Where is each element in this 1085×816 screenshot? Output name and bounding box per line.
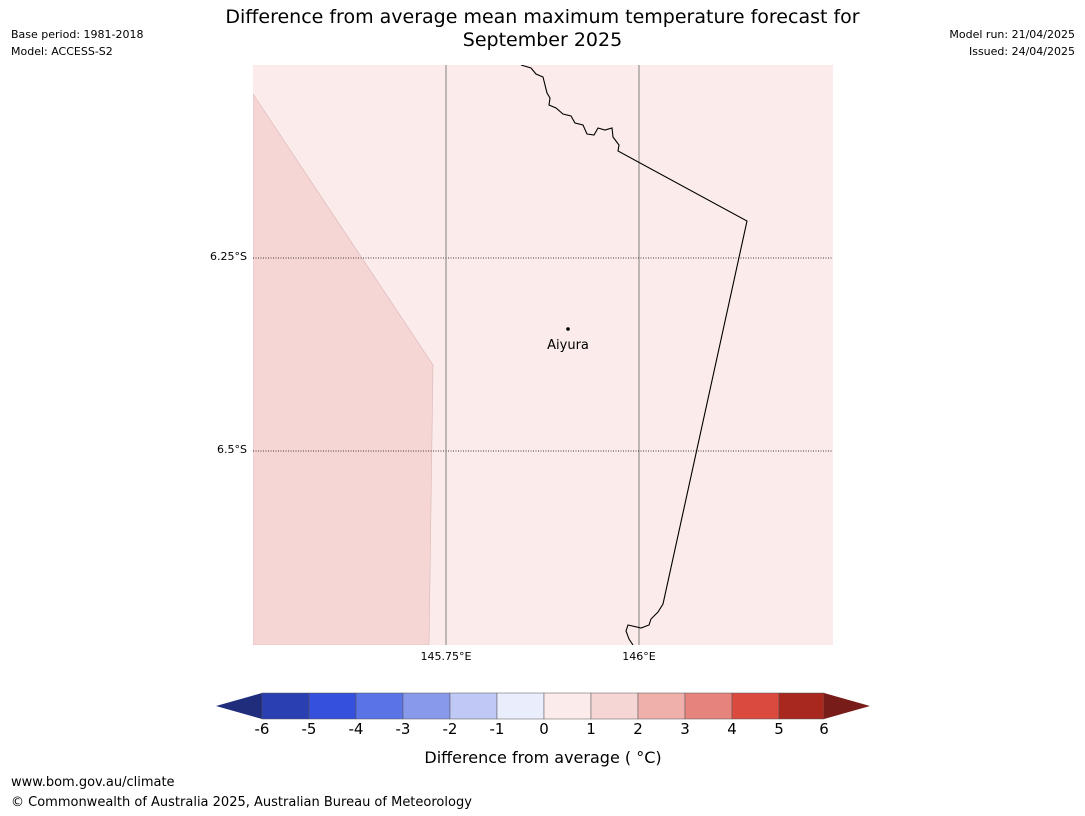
colorbar-tick-label: -1 [489,720,505,738]
model-name: Model: ACCESS-S2 [11,45,113,58]
colorbar-tick-label: 5 [774,720,784,738]
colorbar-segment [402,692,451,720]
aiyura-marker [566,327,570,331]
forecast-map: Aiyura [253,65,833,645]
colorbar-tick-label: 3 [680,720,690,738]
colorbar-segment [637,692,686,720]
colorbar-segment [449,692,498,720]
colorbar-segment [543,692,592,720]
colorbar-segment [355,692,404,720]
colorbar-segment [590,692,639,720]
footer-copyright: © Commonwealth of Australia 2025, Austra… [11,795,472,810]
model-run: Model run: 21/04/2025 [949,28,1075,41]
map-title-line1: Difference from average mean maximum tem… [225,6,860,28]
latitude-label-6-25: 6.25°S [210,250,247,263]
colorbar-extend-low [216,693,262,719]
latitude-label-6-5: 6.5°S [217,443,247,456]
anomaly-region-warmer [253,93,434,645]
province-boundary [520,65,748,645]
issued-date: Issued: 24/04/2025 [968,45,1075,58]
place-label-aiyura: Aiyura [547,338,589,353]
colorbar-tick-label: 0 [539,720,549,738]
colorbar-segment [731,692,780,720]
colorbar [216,692,870,720]
colorbar-tick-label: 2 [633,720,643,738]
colorbar-tick-label: -3 [395,720,411,738]
colorbar-tick-label: 1 [586,720,596,738]
map-title-line2: September 2025 [462,29,623,51]
colorbar-extend-high [824,693,870,719]
metadata-right: Model run: 21/04/2025 Issued: 24/04/2025 [949,26,1075,60]
colorbar-segment [308,692,357,720]
colorbar-tick-label: -6 [254,720,270,738]
colorbar-tick-label: -2 [442,720,458,738]
colorbar-segment [261,692,310,720]
colorbar-tick-label: 4 [727,720,737,738]
colorbar-segment [496,692,545,720]
base-period: Base period: 1981-2018 [11,28,144,41]
footer-url: www.bom.gov.au/climate [11,775,175,790]
map-title: Difference from average mean maximum tem… [150,6,935,52]
metadata-left: Base period: 1981-2018 Model: ACCESS-S2 [11,26,143,60]
colorbar-tick-label: -4 [348,720,364,738]
longitude-label-146: 146°E [622,650,656,663]
colorbar-segment [684,692,733,720]
colorbar-tick-label: 6 [819,720,829,738]
colorbar-tick-label: -5 [301,720,317,738]
colorbar-axis-label: Difference from average ( °C) [424,748,662,767]
colorbar-segment [778,692,825,720]
longitude-label-145-75: 145.75°E [420,650,472,663]
